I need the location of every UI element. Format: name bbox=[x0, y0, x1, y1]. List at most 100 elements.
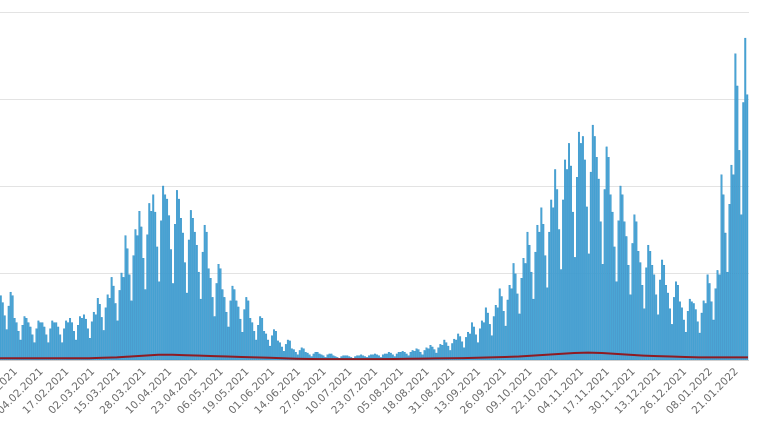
bar bbox=[134, 229, 137, 361]
bar bbox=[700, 312, 703, 361]
bar bbox=[591, 124, 594, 361]
bar bbox=[271, 335, 273, 361]
bar bbox=[132, 255, 135, 361]
bar bbox=[150, 211, 153, 361]
bar bbox=[671, 324, 673, 361]
bar bbox=[156, 246, 159, 361]
bar bbox=[104, 307, 107, 361]
bar bbox=[122, 277, 125, 361]
bar bbox=[574, 257, 576, 361]
bar bbox=[138, 211, 141, 361]
bar bbox=[645, 267, 648, 361]
bar bbox=[724, 232, 727, 361]
bar bbox=[140, 226, 143, 361]
bar bbox=[597, 178, 600, 361]
bar bbox=[720, 174, 723, 361]
bar bbox=[570, 165, 572, 361]
bar bbox=[112, 285, 115, 361]
bar bbox=[15, 322, 18, 361]
bar bbox=[154, 211, 157, 361]
bar bbox=[13, 318, 16, 361]
bar bbox=[490, 335, 493, 361]
bar bbox=[19, 339, 22, 361]
bar bbox=[243, 309, 246, 361]
bar bbox=[585, 206, 588, 361]
bar bbox=[577, 131, 580, 361]
bar bbox=[249, 318, 252, 361]
bar bbox=[581, 136, 584, 361]
bar bbox=[595, 157, 598, 361]
bar bbox=[516, 293, 519, 361]
bar bbox=[245, 297, 248, 361]
bar bbox=[459, 336, 462, 361]
bar bbox=[231, 285, 234, 361]
bar bbox=[142, 258, 145, 361]
bar bbox=[742, 102, 745, 361]
bar bbox=[215, 283, 218, 361]
bar bbox=[233, 289, 236, 361]
bar bbox=[152, 194, 155, 361]
bar bbox=[615, 281, 618, 361]
bar bbox=[57, 326, 60, 361]
bar bbox=[41, 322, 44, 361]
bar bbox=[213, 316, 216, 361]
bar bbox=[589, 171, 592, 361]
bar bbox=[35, 328, 38, 361]
bar bbox=[579, 143, 582, 361]
bar bbox=[235, 300, 238, 361]
bar bbox=[130, 300, 133, 361]
bar bbox=[37, 320, 40, 361]
bar bbox=[275, 331, 277, 361]
bar bbox=[480, 320, 483, 361]
bar bbox=[576, 177, 578, 361]
bar-series bbox=[0, 37, 749, 361]
bar bbox=[669, 308, 671, 361]
bar bbox=[605, 146, 608, 361]
bar bbox=[494, 305, 497, 361]
bar bbox=[49, 328, 52, 361]
bar bbox=[556, 189, 559, 361]
bar bbox=[79, 316, 81, 361]
bar bbox=[273, 329, 275, 361]
bar bbox=[219, 268, 222, 361]
bar bbox=[542, 224, 545, 361]
bar bbox=[655, 294, 658, 361]
bar bbox=[736, 85, 739, 361]
bar bbox=[199, 298, 202, 361]
bar bbox=[682, 319, 685, 361]
bar bbox=[86, 328, 89, 361]
bar bbox=[522, 258, 525, 361]
bar bbox=[455, 339, 458, 361]
bar bbox=[84, 318, 87, 361]
bar bbox=[520, 278, 523, 361]
bar bbox=[176, 190, 178, 361]
bar bbox=[88, 338, 91, 361]
bar bbox=[209, 278, 212, 361]
bar bbox=[492, 316, 495, 361]
bar bbox=[27, 322, 30, 361]
bar bbox=[665, 285, 668, 361]
bar bbox=[166, 198, 169, 361]
bar bbox=[532, 298, 535, 361]
bar bbox=[673, 297, 675, 361]
bar bbox=[536, 224, 539, 361]
bar bbox=[514, 273, 517, 361]
bar bbox=[560, 269, 563, 361]
bar bbox=[3, 315, 6, 361]
bar bbox=[11, 295, 14, 361]
bar bbox=[75, 339, 77, 361]
bar bbox=[265, 333, 268, 361]
bar bbox=[696, 321, 699, 361]
bar bbox=[77, 325, 79, 361]
bar bbox=[189, 210, 192, 361]
bar bbox=[706, 274, 709, 361]
bar bbox=[160, 220, 163, 361]
bar bbox=[684, 331, 687, 361]
bar bbox=[647, 244, 650, 361]
bar bbox=[708, 283, 711, 361]
bar bbox=[661, 259, 664, 361]
bar bbox=[498, 288, 501, 361]
bar bbox=[572, 211, 574, 361]
bar bbox=[566, 169, 569, 361]
bar bbox=[530, 271, 533, 361]
